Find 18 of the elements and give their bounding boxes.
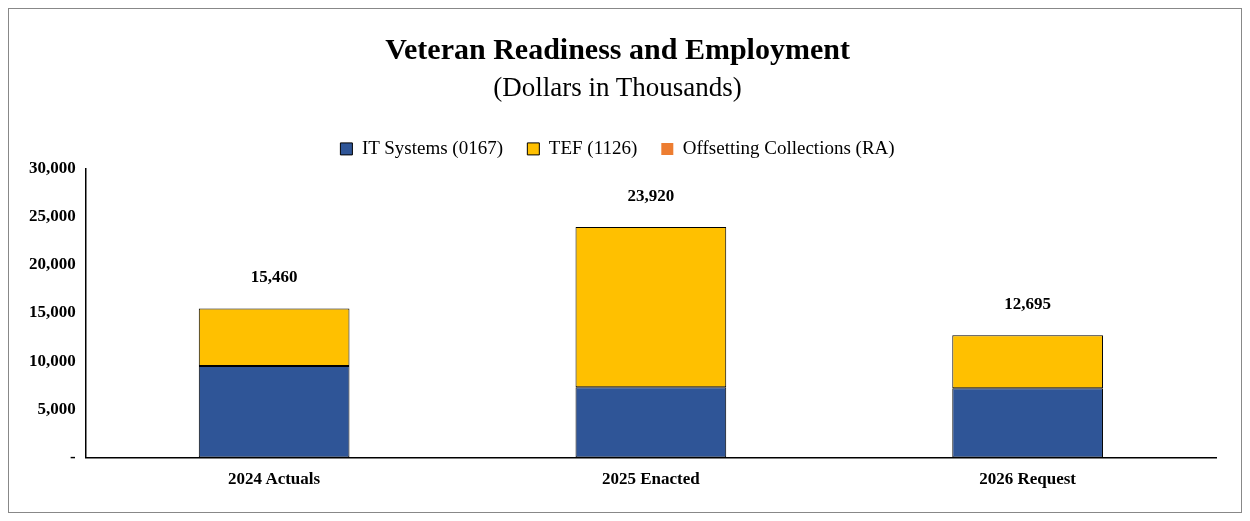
y-tick-label: 30,000 [29, 157, 76, 177]
y-tick-label: 20,000 [29, 254, 76, 274]
legend-label: IT Systems (0167) [361, 136, 503, 159]
total-label: 15,460 [250, 267, 298, 287]
x-tick-label: 2025 Enacted [602, 469, 701, 489]
x-tick-label: 2024 Actuals [228, 469, 321, 489]
chart-title: Veteran Readiness and Employment [385, 31, 850, 65]
y-tick-label: 15,000 [29, 302, 76, 322]
chart-subtitle: (Dollars in Thousands) [493, 72, 742, 103]
total-label: 12,695 [1004, 294, 1051, 314]
total-label: 23,920 [627, 185, 675, 205]
y-tick-label: 25,000 [29, 205, 76, 225]
y-tick-label: 10,000 [29, 350, 76, 370]
legend-label: TEF (1126) [548, 136, 638, 159]
x-tick-label: 2026 Request [979, 469, 1077, 489]
y-tick-label: - [70, 446, 77, 466]
legend-label: Offsetting Collections (RA) [682, 136, 895, 159]
y-tick-label: 5,000 [37, 398, 76, 418]
